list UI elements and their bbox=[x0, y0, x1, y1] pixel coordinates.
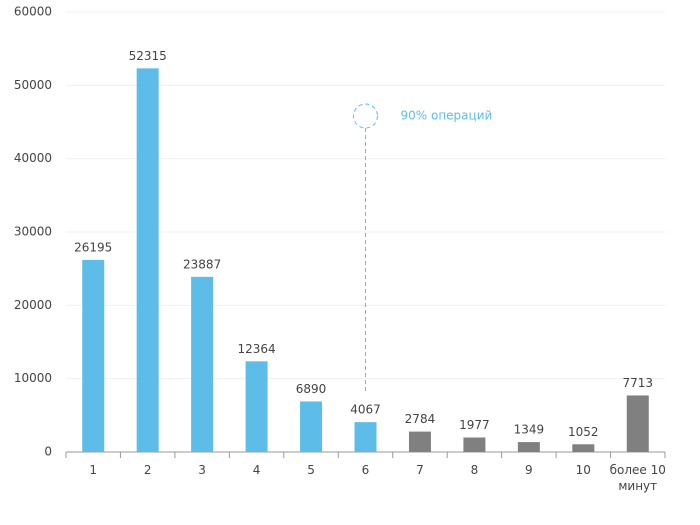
x-tick-label: 8 bbox=[470, 463, 479, 477]
x-tick-label: 4 bbox=[252, 463, 261, 477]
bar bbox=[517, 442, 540, 452]
value-label: 26195 bbox=[74, 240, 112, 254]
value-label: 1977 bbox=[459, 418, 490, 432]
bar bbox=[136, 68, 159, 453]
x-tick-label: 10 bbox=[575, 463, 591, 477]
x-tick-label: 5 bbox=[307, 463, 315, 477]
bar bbox=[82, 259, 105, 452]
value-label: 1349 bbox=[514, 423, 545, 437]
x-tick-label: 1 bbox=[89, 463, 98, 477]
y-tick-label: 50000 bbox=[14, 78, 52, 92]
value-label: 6890 bbox=[296, 382, 327, 396]
x-tick-label: 3 bbox=[198, 463, 206, 477]
y-tick-label: 40000 bbox=[14, 151, 52, 165]
x-tick-label: 6 bbox=[361, 463, 370, 477]
x-tick-label: более 10 минут bbox=[609, 463, 666, 493]
value-label: 23887 bbox=[183, 257, 221, 271]
value-label: 1052 bbox=[568, 425, 599, 439]
y-tick-label: 60000 bbox=[14, 5, 52, 19]
bar bbox=[354, 422, 377, 452]
bar bbox=[300, 401, 323, 452]
bar bbox=[626, 395, 649, 452]
bar bbox=[245, 361, 268, 452]
x-tick-label: 9 bbox=[525, 463, 533, 477]
value-label: 12364 bbox=[237, 342, 275, 356]
bar bbox=[191, 276, 214, 452]
annotation: 90% операций bbox=[401, 109, 493, 123]
x-tick-label: 2 bbox=[143, 463, 152, 477]
annotation-circle bbox=[353, 103, 378, 129]
bar bbox=[408, 431, 431, 452]
value-label: 7713 bbox=[622, 376, 653, 390]
y-tick-label: 30000 bbox=[14, 225, 52, 239]
value-label: 4067 bbox=[350, 403, 381, 417]
y-tick-label: 0 bbox=[44, 445, 52, 459]
y-tick-label: 20000 bbox=[14, 298, 52, 312]
y-tick-label: 10000 bbox=[14, 371, 52, 385]
value-label: 2784 bbox=[405, 412, 436, 426]
value-label: 52315 bbox=[129, 49, 167, 63]
x-tick-label: 7 bbox=[416, 463, 424, 477]
bar bbox=[463, 437, 486, 452]
bar bbox=[572, 444, 595, 452]
